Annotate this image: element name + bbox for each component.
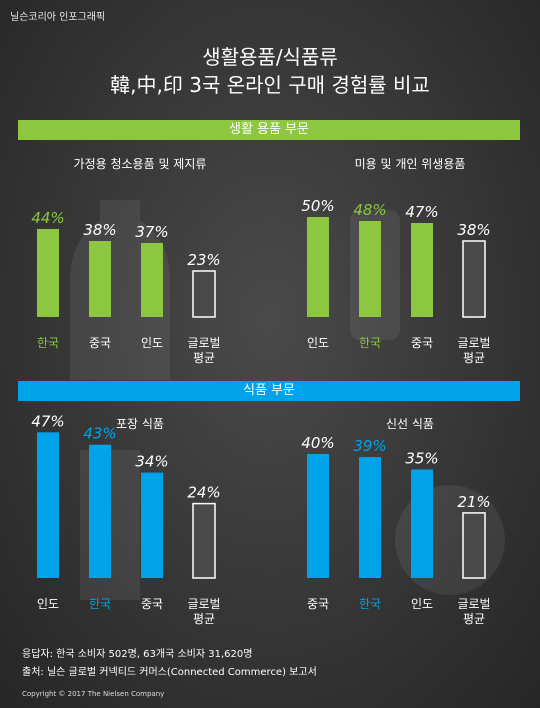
chart-layer: 44%한국38%중국37%인도23%글로벌평균50%인도48%한국47%중국38… [31,197,490,626]
chart-title-fresh-food: 신선 식품 [386,417,434,431]
chart-title-packaged-food: 포장 식품 [116,417,164,431]
brand-label: 닐슨코리아 인포그래픽 [10,12,106,23]
category-label-3-2-0: 인도 [411,597,433,611]
category-label-0-3-0: 글로벌 [187,336,220,350]
bar-0-3 [192,270,216,318]
value-label-1-3: 38% [457,221,490,239]
category-label-1-3-0: 글로벌 [457,336,490,350]
bar-3-2 [411,469,433,578]
bar-2-3 [192,502,216,579]
background-illustrations [70,200,505,600]
bar-3-1 [359,457,381,578]
bar-1-3 [462,240,486,318]
category-label-2-3-1: 평균 [193,612,215,626]
section-banner-household: 생활 용품 부문 [18,120,520,140]
chart-title-cleaning: 가정용 청소용품 및 제지류 [73,157,207,171]
value-label-1-1: 48% [353,201,386,219]
bar-2-1 [89,444,111,578]
value-label-3-3: 21% [457,493,490,511]
category-label-2-3-0: 글로벌 [187,597,220,611]
category-label-2-0-0: 인도 [37,597,59,611]
value-label-0-3: 23% [187,251,220,269]
copyright: Copyright © 2017 The Nielsen Company [22,690,165,698]
value-label-1-0: 50% [301,197,334,215]
value-label-0-2: 37% [135,223,168,241]
value-label-2-3: 24% [187,484,220,502]
category-label-0-0-0: 한국 [37,336,59,350]
category-label-1-0-0: 인도 [307,336,329,350]
bar-1-1 [359,221,381,317]
category-label-2-1-0: 한국 [89,597,111,611]
value-label-0-0: 44% [31,209,64,227]
value-label-3-1: 39% [353,437,386,455]
bar-0-1 [89,241,111,317]
category-label-1-1-0: 한국 [359,336,381,350]
bar-3-0 [307,454,329,578]
value-label-3-2: 35% [405,450,438,468]
bar-0-2 [141,243,163,317]
chart-title-beauty: 미용 및 개인 위생용품 [354,157,466,171]
page-title-line2: 韓,中,印 3국 온라인 구매 경험률 비교 [110,73,430,97]
category-label-1-3-1: 평균 [463,351,485,365]
category-label-3-0-0: 중국 [307,597,329,611]
bar-2-0 [37,432,59,578]
bar-2-2 [141,472,163,578]
value-label-3-0: 40% [301,434,334,452]
value-label-1-2: 47% [405,203,438,221]
footer-respondents: 응답자: 한국 소비자 502명, 63개국 소비자 31,620명 [22,649,253,660]
category-label-3-3-0: 글로벌 [457,597,490,611]
section-banner-food: 식품 부문 [18,381,520,401]
value-label-2-2: 34% [135,453,168,471]
value-label-2-1: 43% [83,425,116,443]
bar-1-2 [411,223,433,317]
value-label-0-1: 38% [83,221,116,239]
category-label-0-1-0: 중국 [89,336,111,350]
value-label-2-0: 47% [31,412,64,430]
footer-source: 출처: 닐슨 글로벌 커넥티드 커머스(Connected Commerce) … [22,667,317,678]
bar-0-0 [37,229,59,317]
category-label-0-2-0: 인도 [141,336,163,350]
category-label-1-2-0: 중국 [411,336,433,350]
category-label-3-3-1: 평균 [463,612,485,626]
page-title-line1: 생활용품/식품류 [202,45,338,69]
category-label-0-3-1: 평균 [193,351,215,365]
bar-3-3 [462,512,486,579]
bar-1-0 [307,217,329,317]
category-label-3-1-0: 한국 [359,597,381,611]
category-label-2-2-0: 중국 [141,597,163,611]
